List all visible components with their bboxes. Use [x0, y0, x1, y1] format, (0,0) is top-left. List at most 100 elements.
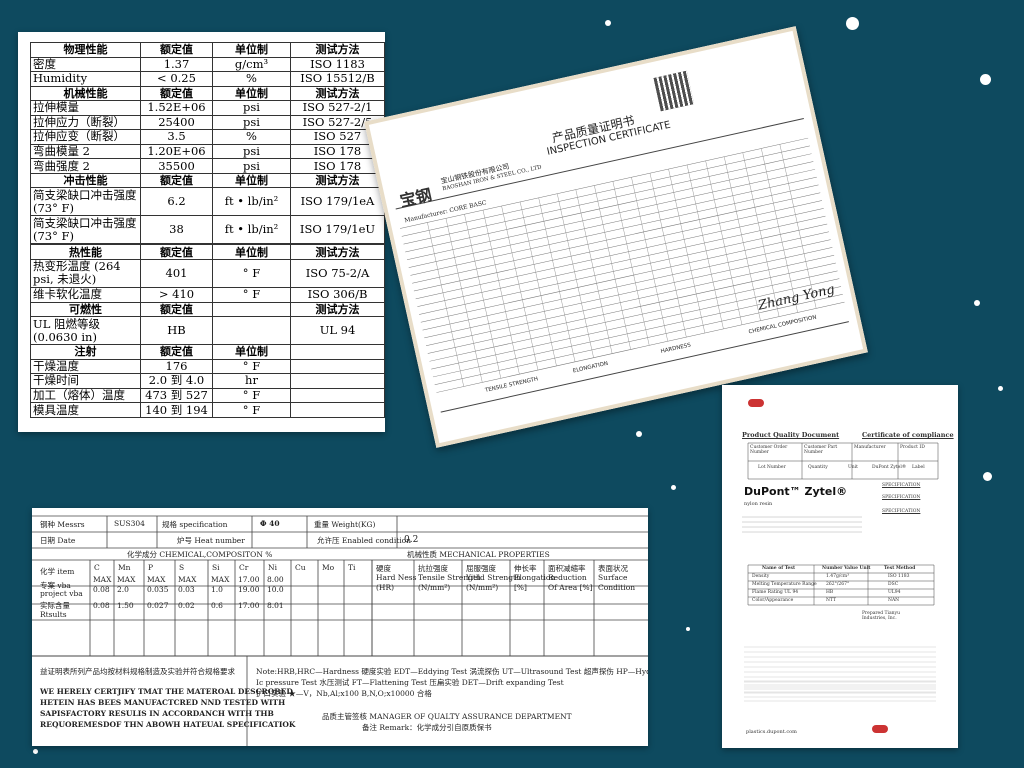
remark: 备注 Remark：化学成分引自原质保书	[362, 723, 492, 732]
table-cell: 1.47g/cm³	[826, 574, 850, 579]
spec-cell: 8.00	[267, 575, 284, 584]
table-cell: Flame Rating UL 94	[752, 590, 799, 595]
property-cell: 简支梁缺口冲击强度 (73° F)	[30, 187, 141, 217]
compliance: Certificate of compliance	[862, 431, 954, 439]
property-cell: 35500	[140, 158, 213, 174]
rule-line	[403, 153, 812, 245]
brand: DuPont™ Zytel®	[744, 485, 848, 498]
table-cell: UL94	[888, 590, 901, 595]
spec-label: SPECIFICATION	[882, 483, 921, 488]
property-cell: 弯曲模量 2	[30, 143, 141, 160]
table-cell: ISO 1183	[888, 574, 910, 579]
property-cell: 弯曲强度 2	[30, 158, 141, 174]
rule-line	[445, 218, 483, 383]
doc-title: Product Quality Document	[742, 431, 840, 439]
section-header-row: 机械性能 额定值 单位制 测试方法	[30, 85, 385, 102]
property-cell: 简支梁缺口冲击强度 (73° F)	[30, 215, 141, 245]
value: SUS304	[114, 519, 145, 528]
property-cell: 38	[140, 215, 213, 245]
property-cell: < 0.25	[140, 71, 213, 87]
property-cell: 密度	[30, 56, 141, 73]
mech-header: 面积减缩率	[548, 564, 586, 573]
element-header: S	[179, 563, 185, 572]
properties-table: 物理性能 额定值 单位制 测试方法 密度 1.37 g/cm³ ISO 1183 Humidit…	[30, 42, 385, 418]
properties-sheet: 物理性能 额定值 单位制 测试方法 密度 1.37 g/cm³ ISO 1183 Humidit…	[18, 32, 385, 432]
decor-dot	[605, 20, 611, 26]
rule-line	[649, 173, 687, 338]
section-header-row: 冲击性能 额定值 单位制 测试方法	[30, 172, 385, 189]
statement-en: WE HERELY CERTJIFY TMAT THE MATEROAL DES…	[40, 687, 293, 696]
result-cell: 0.08	[93, 601, 110, 610]
rule-line	[482, 210, 520, 375]
rule-line	[686, 164, 724, 329]
rule-line	[419, 223, 828, 315]
property-cell: 6.2	[140, 187, 213, 217]
header-cell: 单位制	[212, 85, 291, 102]
section-header-row: 物理性能 额定值 单位制 测试方法	[30, 42, 385, 58]
decor-dot	[983, 472, 992, 481]
header-cell: 冲击性能	[30, 172, 141, 189]
spec-cell: 0.08	[93, 585, 110, 594]
mech-header: 表面状况	[598, 564, 628, 573]
property-cell: ft • lb/in²	[212, 187, 291, 217]
header-cell: 热性能	[30, 244, 141, 260]
section-title: 机械性质 MECHANICAL PROPERTIES	[407, 550, 550, 559]
property-cell: 热变形温度 (264 psi, 未退火)	[30, 258, 141, 289]
property-cell: UL 阻燃等级 (0.0630 in)	[30, 316, 141, 346]
rule-line	[408, 176, 817, 268]
property-row: 热变形温度 (264 psi, 未退火) 401 ° F ISO 75-2/A	[30, 258, 385, 289]
property-row	[30, 243, 385, 246]
decor-dot	[998, 386, 1003, 391]
header-cell: 测试方法	[290, 172, 385, 189]
spec-cell: 10.0	[267, 585, 284, 594]
rule-line	[705, 160, 743, 325]
mill-grid	[32, 515, 648, 746]
property-row: 拉伸模量 1.52E+06 psi ISO 527-2/1	[30, 100, 385, 116]
result-cell: 0.02	[178, 601, 195, 610]
rule-line	[575, 189, 613, 354]
header-cell: 注射	[30, 344, 141, 360]
result-cell: 0.6	[211, 601, 223, 610]
logo-mark	[748, 399, 764, 407]
rule-line	[538, 197, 576, 362]
header-cell	[290, 344, 385, 360]
rule-line	[417, 215, 826, 307]
header-cell: 测试方法	[290, 301, 385, 318]
table-cell: DSC	[888, 582, 899, 587]
property-cell: ISO 179/1eU	[290, 215, 385, 245]
header-cell: 可燃性	[30, 301, 141, 318]
property-cell	[290, 402, 385, 418]
property-cell: 拉伸应力（断裂）	[30, 114, 141, 131]
mech-header: (N/mm²)	[418, 583, 451, 592]
property-cell: 140 到 194	[140, 402, 213, 418]
row-label: Rtsults	[40, 610, 67, 619]
label: 允许压 Enabled condition	[317, 536, 411, 545]
note: Note:HRB,HRC—Hardness 硬度实验 EDT—Eddying T…	[256, 667, 648, 676]
property-cell: UL 94	[290, 316, 385, 346]
rule-line	[519, 201, 557, 366]
row-label: project vba	[40, 589, 83, 598]
header-cell: 额定值	[140, 42, 213, 58]
rule-line	[427, 262, 836, 354]
header-cell: 机械性能	[30, 85, 141, 102]
property-cell: ° F	[212, 287, 291, 303]
property-cell: ISO 527-2/1	[290, 100, 385, 116]
element-header: Si	[212, 563, 220, 572]
statement-cn: 益证明表所列产品均按材料规格制造及实验并符合规格要求	[40, 667, 235, 676]
mech-header: Hard Ness	[376, 573, 417, 582]
rule-line	[723, 156, 761, 321]
logo-mark	[872, 725, 888, 733]
property-cell: ISO 178	[290, 158, 385, 174]
mech-header: Of Area [%]	[548, 583, 593, 592]
header-cell: 额定值	[140, 244, 213, 260]
label: 化学 item	[40, 567, 75, 576]
property-cell: ISO 75-2/A	[290, 258, 385, 289]
section-title: 化学成分 CHEMICAL,COMPOSITON %	[127, 550, 273, 559]
property-row: 干燥时间 2.0 到 4.0 hr	[30, 373, 385, 389]
header-cell: 物理性能	[30, 42, 141, 58]
property-cell	[290, 387, 385, 404]
table-cell: NTT	[826, 598, 837, 603]
field-label: Manufacturer	[854, 445, 886, 450]
rule-line	[406, 169, 816, 261]
